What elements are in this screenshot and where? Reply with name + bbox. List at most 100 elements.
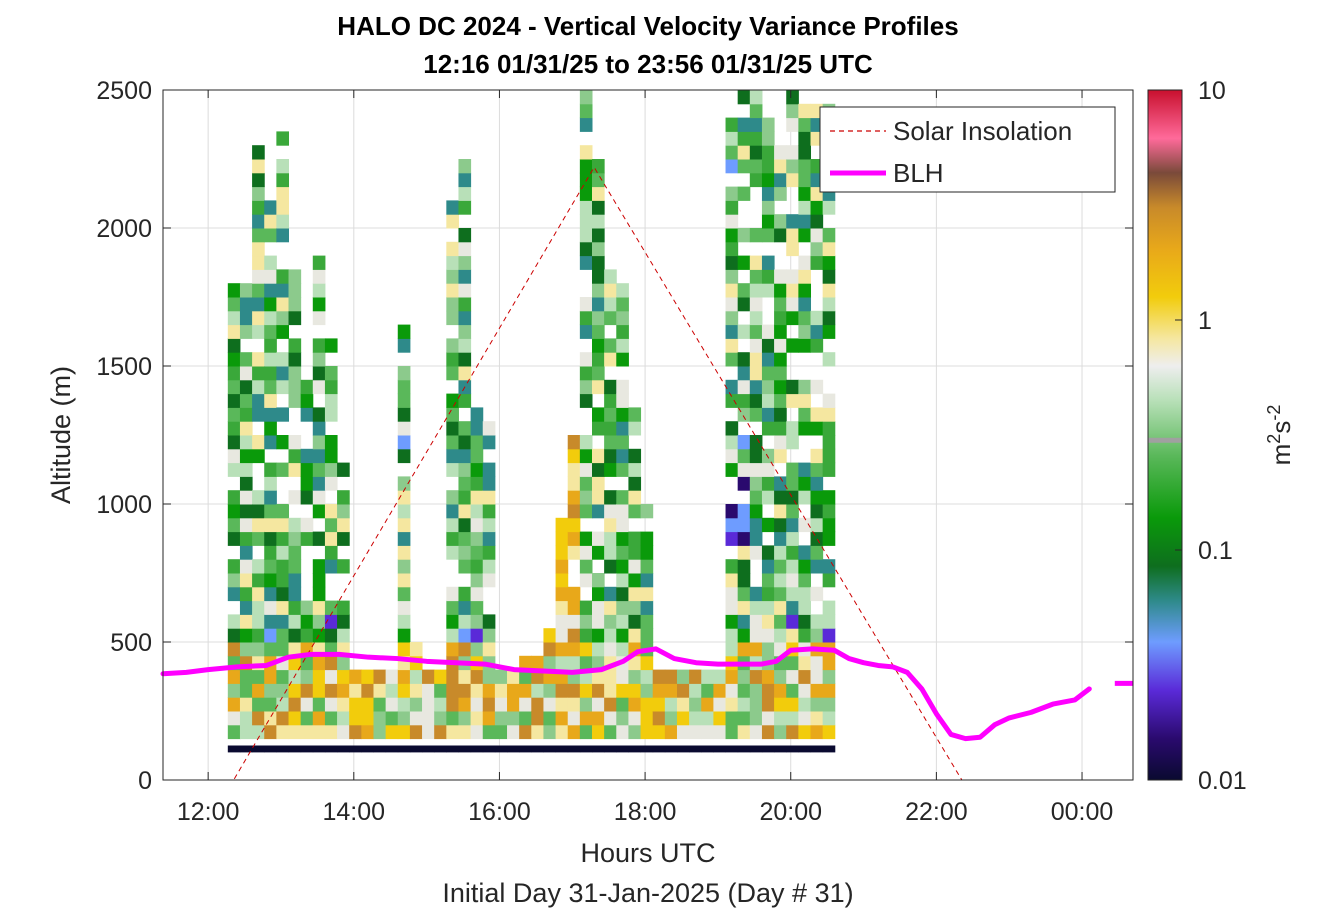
heatmap-cell xyxy=(591,297,605,312)
heatmap-cell xyxy=(761,517,775,533)
heatmap-cell xyxy=(227,711,241,726)
heatmap-cell xyxy=(737,642,751,657)
heatmap-cell xyxy=(397,531,411,546)
heatmap-cell xyxy=(604,407,617,422)
heatmap-cell xyxy=(312,269,326,284)
colorbar-tick-label: 0.01 xyxy=(1198,767,1247,795)
heatmap-cell xyxy=(761,159,775,174)
heatmap-cell xyxy=(239,586,253,602)
heatmap-cell xyxy=(591,269,605,284)
heatmap-cell xyxy=(227,697,241,712)
heatmap-cell xyxy=(737,600,751,615)
heatmap-cell xyxy=(276,531,290,546)
heatmap-cell xyxy=(749,269,763,284)
heatmap-cell xyxy=(591,462,605,477)
heatmap-cell xyxy=(822,559,836,574)
heatmap-cell xyxy=(749,310,763,326)
heatmap-cell xyxy=(227,352,241,367)
heatmap-cell xyxy=(640,504,654,519)
heatmap-cell xyxy=(725,745,739,753)
heatmap-cell xyxy=(312,297,326,312)
heatmap-cell xyxy=(761,186,775,201)
heatmap-cell xyxy=(810,745,824,753)
heatmap-cell xyxy=(725,448,739,464)
heatmap-cell xyxy=(337,711,350,726)
heatmap-cell xyxy=(312,655,326,671)
heatmap-cell xyxy=(482,628,496,643)
heatmap-cell xyxy=(239,352,253,367)
heatmap-cell xyxy=(725,338,739,353)
heatmap-cell xyxy=(470,628,484,643)
heatmap-cell xyxy=(749,379,763,395)
heatmap-cell xyxy=(774,283,787,298)
heatmap-cell xyxy=(689,711,702,726)
heatmap-cell xyxy=(276,745,290,753)
heatmap-cell xyxy=(604,310,617,326)
heatmap-cell xyxy=(312,421,326,436)
heatmap-cell xyxy=(264,504,277,519)
heatmap-cell xyxy=(482,517,496,533)
heatmap-cell xyxy=(822,255,836,270)
heatmap-cell xyxy=(616,669,629,684)
heatmap-cell xyxy=(628,683,642,698)
heatmap-cell xyxy=(810,462,824,477)
heatmap-cell xyxy=(252,600,265,615)
heatmap-cell xyxy=(337,628,350,643)
heatmap-cell xyxy=(252,269,265,284)
heatmap-cell xyxy=(239,504,253,519)
heatmap-cell xyxy=(786,614,799,629)
heatmap-cell xyxy=(470,586,484,602)
heatmap-cell xyxy=(409,745,423,753)
heatmap-cell xyxy=(749,697,763,712)
heatmap-cell xyxy=(591,724,605,740)
heatmap-cell xyxy=(761,255,775,270)
heatmap-cell xyxy=(227,642,241,657)
heatmap-cell xyxy=(482,683,496,698)
heatmap-cell xyxy=(227,324,241,339)
heatmap-cell xyxy=(239,283,253,298)
heatmap-cell xyxy=(446,310,459,326)
heatmap-cell xyxy=(579,724,593,740)
heatmap-cell xyxy=(737,131,751,146)
heatmap-cell xyxy=(604,338,617,353)
y-axis-label: Altitude (m) xyxy=(46,366,76,504)
heatmap-cell xyxy=(470,697,484,712)
heatmap-cell xyxy=(531,683,544,698)
heatmap-cell xyxy=(337,614,350,629)
heatmap-cell xyxy=(470,504,484,519)
heatmap-cell xyxy=(397,559,411,574)
heatmap-cell xyxy=(616,545,629,560)
heatmap-cell xyxy=(312,745,326,753)
heatmap-cell xyxy=(616,379,629,395)
heatmap-cell xyxy=(324,517,338,533)
heatmap-cell xyxy=(579,117,593,132)
heatmap-cell xyxy=(737,435,751,450)
heatmap-cell xyxy=(567,683,581,698)
heatmap-cell xyxy=(458,421,472,436)
heatmap-cell xyxy=(300,379,314,395)
heatmap-cell xyxy=(652,711,666,726)
heatmap-cell xyxy=(349,745,362,753)
heatmap-cell xyxy=(810,379,824,395)
heatmap-cell xyxy=(749,711,763,726)
heatmap-cell xyxy=(446,517,459,533)
heatmap-cell xyxy=(664,745,678,753)
heatmap-cell xyxy=(761,642,775,657)
heatmap-cell xyxy=(288,683,302,698)
heatmap-cell xyxy=(397,573,411,588)
y-tick-label: 1500 xyxy=(96,353,152,381)
heatmap-cell xyxy=(397,642,411,657)
heatmap-cell xyxy=(361,697,374,712)
heatmap-cell xyxy=(761,214,775,229)
heatmap-cell xyxy=(774,545,787,560)
heatmap-cell xyxy=(337,600,350,615)
y-tick-label: 0 xyxy=(138,767,152,795)
heatmap-cell xyxy=(446,504,459,519)
heatmap-cell xyxy=(373,724,387,740)
heatmap-cell xyxy=(786,504,799,519)
heatmap-cell xyxy=(446,462,459,477)
heatmap-cell xyxy=(579,697,593,712)
heatmap-cell xyxy=(786,745,799,753)
heatmap-cell xyxy=(579,655,593,671)
heatmap-cell xyxy=(664,669,678,684)
